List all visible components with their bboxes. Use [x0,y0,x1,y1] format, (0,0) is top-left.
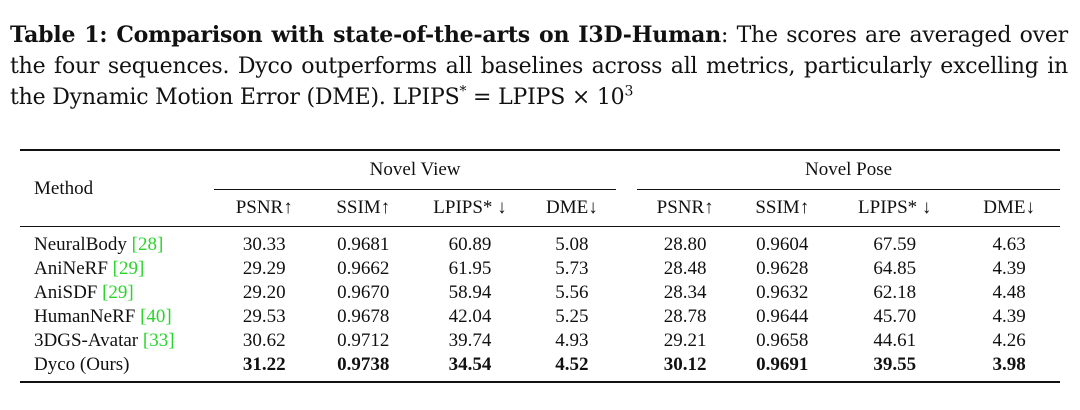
metric-value: 61.95 [448,258,492,279]
metric-value: 28.80 [663,234,707,255]
caption-star: * [459,83,467,100]
metric-value: 4.26 [992,330,1026,351]
table-row: NeuralBody [28] 30.33 0.9681 60.89 5.08 28.80… [20,227,1060,257]
metric-header: LPIPS* ↓ [858,197,932,218]
table-caption: Table 1: Comparison with state-of-the-ar… [10,20,1068,113]
metric-value: 4.93 [555,330,589,351]
metric-value: 0.9604 [756,234,809,255]
metric-value: 58.94 [448,282,492,303]
metric-value: 30.12 [663,354,707,375]
metric-header: PSNR↑ [656,197,714,218]
metric-value: 0.9670 [337,282,390,303]
table-row: AniSDF [29] 29.20 0.9670 58.94 5.56 28.34 0.96… [20,281,1060,305]
group-header-novel-view: Novel View [369,159,461,180]
method-name: HumanNeRF [34,306,141,327]
caption-text: : The scores are averaged over the four … [10,23,1068,110]
method-header: Method [34,177,94,199]
metric-value: 0.9628 [756,258,809,279]
method-name: 3DGS-Avatar [34,330,143,351]
method-cell: AniSDF [29] [20,281,214,305]
metric-value: 5.25 [555,306,589,327]
method-cell: Dyco (Ours) [20,353,214,382]
column-gap [616,281,637,305]
metric-value: 29.53 [242,306,286,327]
method-name: AniSDF [34,282,103,303]
group-header-novel-pose: Novel Pose [804,159,893,180]
metric-header: LPIPS* ↓ [433,197,507,218]
metric-value: 0.9712 [337,330,390,351]
metric-header: DME↓ [545,197,598,218]
metric-value: 29.29 [242,258,286,279]
metric-value: 0.9662 [337,258,390,279]
metric-value: 0.9691 [756,354,809,375]
method-name: NeuralBody [34,234,132,255]
citation-link[interactable]: [33] [142,330,175,351]
table-row: 3DGS-Avatar [33] 30.62 0.9712 39.74 4.93 29.2… [20,329,1060,353]
metric-value: 67.59 [873,234,917,255]
metric-header: SSIM↑ [336,197,391,218]
metric-value: 0.9678 [337,306,390,327]
metric-value: 62.18 [873,282,917,303]
metric-value: 0.9658 [756,330,809,351]
caption-exponent: 3 [624,83,634,100]
metric-value: 42.04 [448,306,492,327]
metric-value: 31.22 [242,354,286,375]
metric-value: 5.73 [555,258,589,279]
column-gap [616,353,637,382]
column-gap [616,305,637,329]
metric-value: 4.39 [992,306,1026,327]
citation-link[interactable]: [28] [131,234,164,255]
method-cell: 3DGS-Avatar [33] [20,329,214,353]
metric-header: SSIM↑ [755,197,810,218]
metric-value: 0.9681 [337,234,390,255]
metric-value: 4.52 [555,354,589,375]
metric-value: 5.56 [555,282,589,303]
metric-value: 28.78 [663,306,707,327]
method-cell: NeuralBody [28] [20,227,214,257]
metric-value: 4.39 [992,258,1026,279]
metric-value: 0.9738 [337,354,390,375]
caption-label: Table 1: Comparison with state-of-the-ar… [10,22,722,48]
method-cell: AniNeRF [29] [20,257,214,281]
metric-value: 0.9632 [756,282,809,303]
column-gap [616,227,637,257]
table-row: HumanNeRF [40] 29.53 0.9678 42.04 5.25 28.78 0… [20,305,1060,329]
metric-header: PSNR↑ [235,197,293,218]
metric-value: 39.55 [873,354,917,375]
metric-value: 28.34 [663,282,707,303]
metric-value: 29.21 [663,330,707,351]
metric-value: 29.20 [242,282,286,303]
caption-formula: = LPIPS × 10 [466,85,625,110]
results-table: Method Novel View Novel Pose PSNR↑ SSIM↑… [20,149,1060,384]
method-name: AniNeRF [34,258,113,279]
metric-value: 4.63 [992,234,1026,255]
metric-value: 44.61 [873,330,917,351]
metric-value: 39.74 [448,330,492,351]
metric-value: 64.85 [873,258,917,279]
metric-value: 30.62 [242,330,286,351]
metric-value: 3.98 [992,354,1026,375]
column-gap [616,257,637,281]
table-row: AniNeRF [29] 29.29 0.9662 61.95 5.73 28.48 0.9… [20,257,1060,281]
method-name: Dyco (Ours) [34,354,130,375]
metric-value: 5.08 [555,234,589,255]
metric-value: 60.89 [448,234,492,255]
method-cell: HumanNeRF [40] [20,305,214,329]
metric-value: 28.48 [663,258,707,279]
citation-link[interactable]: [40] [140,306,172,327]
citation-link[interactable]: [29] [112,258,145,279]
metric-value: 4.48 [992,282,1026,303]
table-row: Dyco (Ours) 31.22 0.9738 34.54 4.52 30.12 0.96… [20,353,1060,382]
metric-header: DME↓ [983,197,1035,218]
column-gap [616,329,637,353]
citation-link[interactable]: [29] [102,282,134,303]
metric-value: 0.9644 [756,306,809,327]
metric-value: 34.54 [448,354,492,375]
metric-value: 45.70 [873,306,917,327]
metric-value: 30.33 [242,234,286,255]
